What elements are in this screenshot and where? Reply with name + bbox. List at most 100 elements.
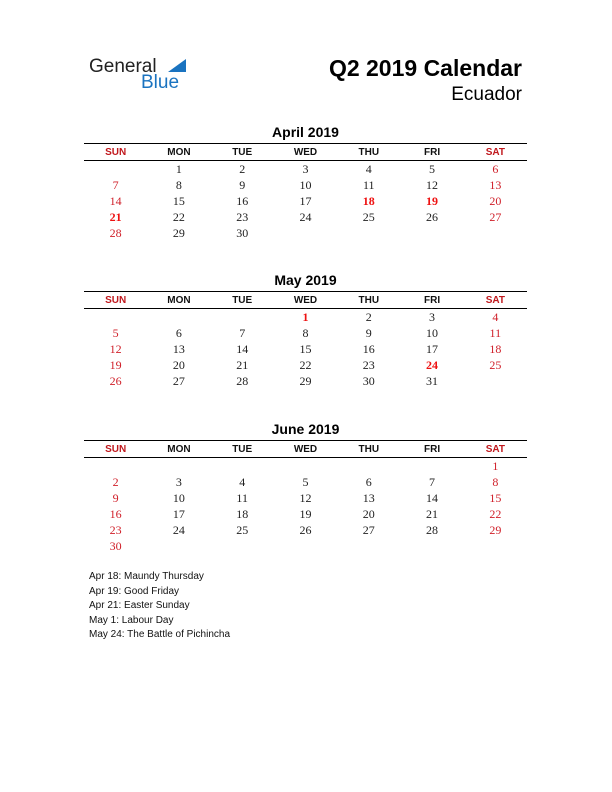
day-cell: 22 <box>299 357 312 372</box>
week-row: 1 <box>84 458 527 474</box>
weekday-label: SUN <box>105 294 127 306</box>
holiday-note: May 24: The Battle of Pichincha <box>89 629 231 640</box>
week-row: 12 13 14 15 16 17 18 <box>84 341 527 357</box>
day-cell: 11 <box>362 177 375 192</box>
week-row: 5 6 7 8 9 10 11 <box>84 325 527 341</box>
day-cell: 16 <box>109 506 122 521</box>
weekday-label: FRI <box>423 146 441 158</box>
holiday-note: May 1: Labour Day <box>89 614 174 626</box>
weekday-header: SUN MON TUE WED THU FRI SAT <box>84 291 527 309</box>
day-cell: 9 <box>112 490 119 505</box>
weekday-label: FRI <box>423 443 441 455</box>
week-row: 28 29 30 <box>84 225 527 241</box>
weekday-label: MON <box>167 146 191 158</box>
day-cell: 27 <box>489 209 502 224</box>
weekday-label: MON <box>167 294 191 306</box>
day-cell: 26 <box>299 522 312 537</box>
week-row: 2 3 4 5 6 7 8 <box>84 474 527 490</box>
day-cell: 4 <box>365 161 372 176</box>
day-cell: 24 <box>426 357 439 372</box>
weekday-label: SAT <box>485 146 505 158</box>
day-cell: 23 <box>236 209 249 224</box>
day-cell: 8 <box>492 474 499 489</box>
day-cell: 17 <box>299 193 312 208</box>
day-cell: 7 <box>239 325 246 340</box>
day-cell: 21 <box>236 357 249 372</box>
day-cell: 27 <box>362 522 375 537</box>
day-cell: 28 <box>426 522 439 537</box>
weekday-label: MON <box>167 443 191 455</box>
day-cell: 4 <box>492 309 499 324</box>
week-row: 30 <box>84 538 527 554</box>
day-cell: 14 <box>236 341 249 356</box>
day-cell: 29 <box>489 522 502 537</box>
day-cell: 5 <box>429 161 436 176</box>
month-title: June 2019 <box>271 421 340 437</box>
day-cell: 16 <box>362 341 375 356</box>
day-cell: 12 <box>426 177 439 192</box>
weekday-label: TUE <box>232 294 253 306</box>
week-row: 23 24 25 26 27 28 29 <box>84 522 527 538</box>
weekday-label: WED <box>293 443 318 455</box>
day-cell: 7 <box>112 177 119 192</box>
week-row: 16 17 18 19 20 21 22 <box>84 506 527 522</box>
day-cell: 22 <box>489 506 502 521</box>
day-cell: 13 <box>172 341 185 356</box>
day-cell: 6 <box>365 474 372 489</box>
country-name: Ecuador <box>451 84 522 105</box>
day-cell: 11 <box>489 325 502 340</box>
week-row: 19 20 21 22 23 24 25 <box>84 357 527 373</box>
logo-general-text: General <box>89 56 157 77</box>
day-cell: 26 <box>426 209 439 224</box>
day-cell: 14 <box>426 490 439 505</box>
month-block: May 2019 SUN MON TUE WED THU FRI SAT 1 2 3 4 5 6 7 8 9 10… <box>84 272 527 389</box>
holiday-note: Apr 21: Easter Sunday <box>89 600 190 611</box>
weekday-label: FRI <box>423 294 441 306</box>
day-cell: 1 <box>175 161 182 176</box>
day-cell: 12 <box>109 341 122 356</box>
day-cell: 13 <box>362 490 375 505</box>
weekday-label: THU <box>358 146 380 158</box>
logo-blue-text: Blue <box>141 72 180 93</box>
month-block: June 2019 SUN MON TUE WED THU FRI SAT 1 2 3 4 5 6 7 8 9 1… <box>84 421 527 554</box>
weekday-label: SUN <box>105 443 127 455</box>
weekday-header: SUN MON TUE WED THU FRI SAT <box>84 440 527 458</box>
weekday-label: SUN <box>105 146 127 158</box>
month-block: April 2019 SUN MON TUE WED THU FRI SAT 1 2 3 4 5 6 7 8 9… <box>84 124 527 241</box>
day-cell: 18 <box>362 193 375 208</box>
day-cell: 26 <box>109 373 122 388</box>
day-cell: 20 <box>172 357 185 372</box>
day-cell: 29 <box>172 225 185 240</box>
day-cell: 7 <box>429 474 436 489</box>
day-cell: 21 <box>109 209 122 224</box>
week-row: 9 10 11 12 13 14 15 <box>84 490 527 506</box>
weekday-label: THU <box>358 443 380 455</box>
day-cell: 18 <box>489 341 502 356</box>
weekday-label: WED <box>293 146 318 158</box>
day-cell: 8 <box>175 177 182 192</box>
weekday-header: SUN MON TUE WED THU FRI SAT <box>84 143 527 161</box>
month-title: April 2019 <box>272 124 339 140</box>
month-title: May 2019 <box>274 272 337 288</box>
day-cell: 3 <box>429 309 436 324</box>
day-cell: 17 <box>172 506 185 521</box>
day-cell: 28 <box>109 225 122 240</box>
day-cell: 10 <box>426 325 439 340</box>
day-cell: 15 <box>299 341 312 356</box>
day-cell: 25 <box>489 357 502 372</box>
day-cell: 3 <box>302 161 309 176</box>
day-cell: 28 <box>236 373 249 388</box>
holiday-note: Apr 19: Good Friday <box>89 585 180 597</box>
day-cell: 2 <box>365 309 372 324</box>
day-cell: 1 <box>302 309 309 324</box>
day-cell: 13 <box>489 177 502 192</box>
weekday-label: SAT <box>485 443 505 455</box>
day-cell: 27 <box>172 373 185 388</box>
day-cell: 17 <box>426 341 439 356</box>
day-cell: 24 <box>172 522 185 537</box>
day-cell: 23 <box>362 357 375 372</box>
day-cell: 4 <box>239 474 246 489</box>
day-cell: 6 <box>492 161 499 176</box>
week-row: 21 22 23 24 25 26 27 <box>84 209 527 225</box>
day-cell: 6 <box>175 325 182 340</box>
